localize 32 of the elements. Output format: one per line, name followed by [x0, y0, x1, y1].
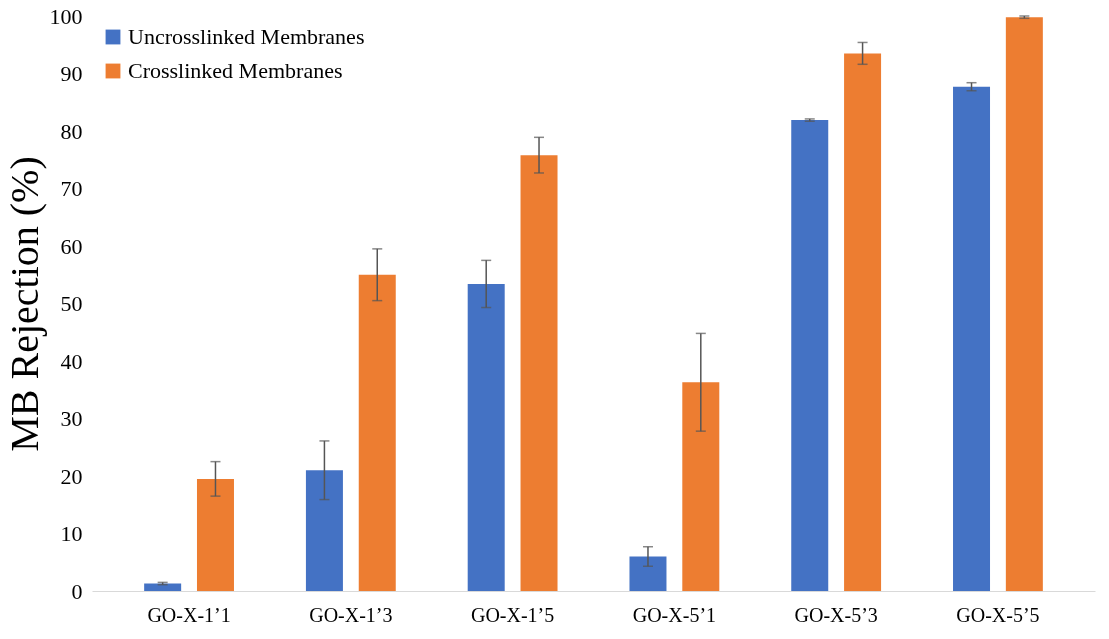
legend-label: Crosslinked Membranes	[128, 58, 343, 83]
bar	[682, 382, 720, 591]
y-tick-label: 100	[49, 3, 83, 29]
bar	[467, 283, 505, 591]
x-tick-label: GO-X-5’5	[956, 603, 1040, 626]
bar	[358, 274, 396, 591]
y-tick-label: 40	[60, 348, 83, 374]
y-tick-label: 30	[60, 406, 83, 431]
y-tick-label: 10	[60, 521, 83, 546]
y-tick-label: 80	[60, 118, 83, 144]
bar	[305, 470, 343, 591]
y-tick-label: 0	[71, 578, 83, 604]
y-tick-label: 20	[60, 463, 83, 489]
bar	[520, 155, 558, 591]
x-tick-label: GO-X-1’3	[309, 603, 393, 626]
bar	[791, 120, 829, 591]
bar	[1005, 17, 1043, 591]
y-axis-title: MB Rejection (%)	[1, 156, 47, 452]
x-tick-label: GO-X-1’1	[147, 603, 231, 626]
y-tick-label: 90	[60, 61, 83, 86]
y-tick-label: 50	[60, 291, 83, 316]
bar	[953, 86, 991, 591]
y-tick-label: 60	[60, 233, 83, 259]
legend-label: Uncrosslinked Membranes	[128, 24, 365, 49]
bar	[144, 583, 182, 591]
x-tick-label: GO-X-5’3	[794, 603, 878, 626]
x-tick-label: GO-X-1’5	[470, 603, 555, 626]
bar	[844, 53, 882, 591]
x-tick-label: GO-X-5’1	[632, 603, 717, 626]
bar	[196, 478, 234, 591]
y-tick-label: 70	[60, 176, 83, 201]
bar	[629, 556, 667, 591]
